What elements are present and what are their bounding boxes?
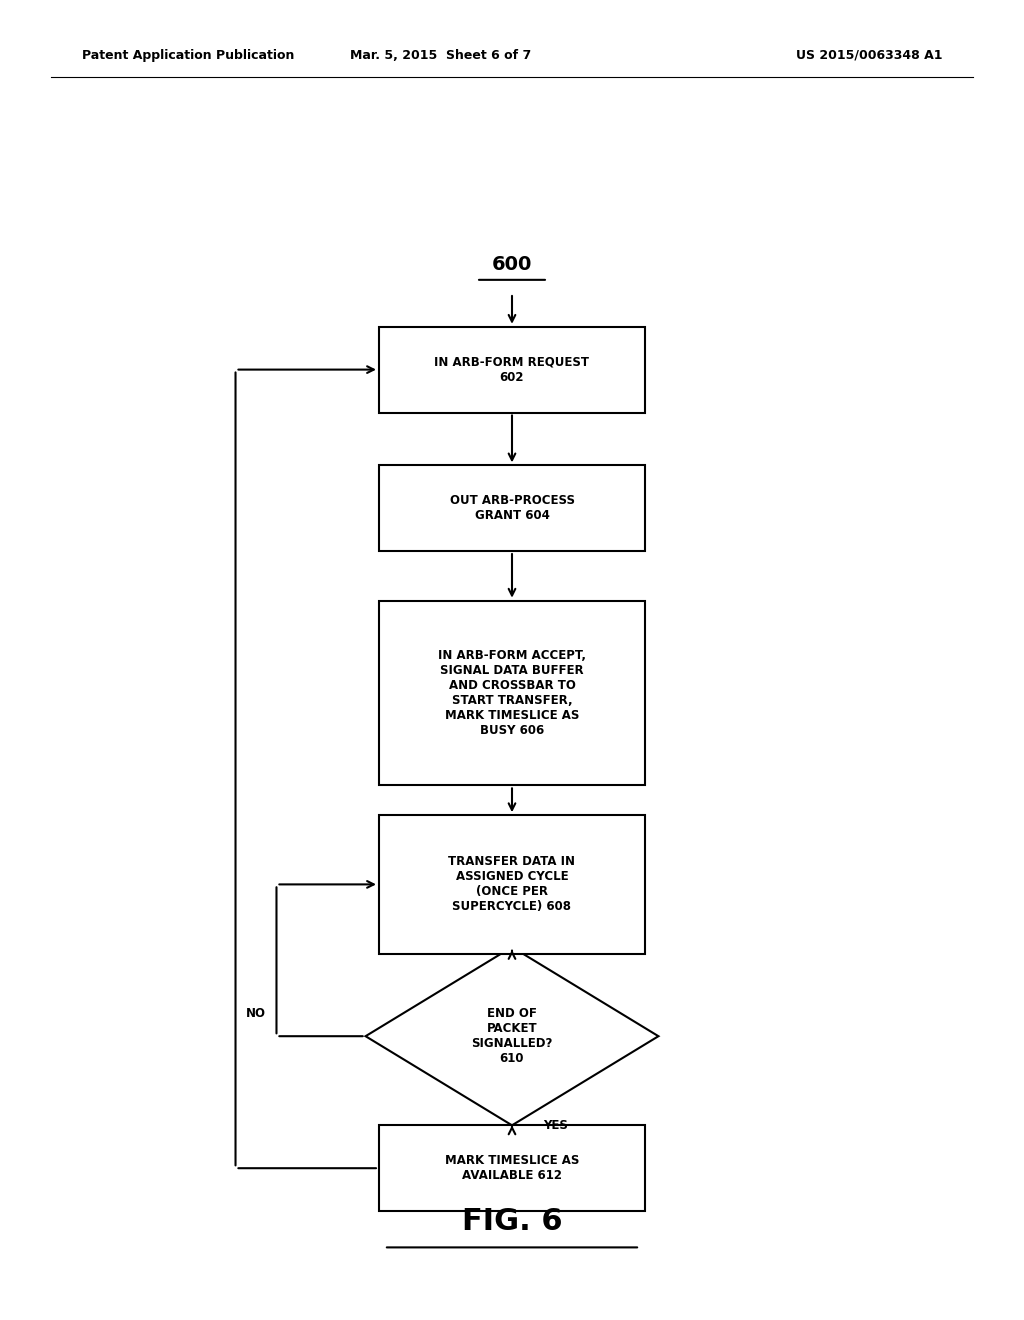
Text: TRANSFER DATA IN
ASSIGNED CYCLE
(ONCE PER
SUPERCYCLE) 608: TRANSFER DATA IN ASSIGNED CYCLE (ONCE PE… (449, 855, 575, 913)
Text: 600: 600 (492, 255, 532, 273)
Text: END OF
PACKET
SIGNALLED?
610: END OF PACKET SIGNALLED? 610 (471, 1007, 553, 1065)
Text: YES: YES (543, 1119, 567, 1131)
Text: FIG. 6: FIG. 6 (462, 1206, 562, 1236)
Polygon shape (366, 948, 658, 1125)
FancyBboxPatch shape (379, 814, 645, 953)
Text: Patent Application Publication: Patent Application Publication (82, 49, 294, 62)
Text: NO: NO (246, 1007, 266, 1020)
FancyBboxPatch shape (379, 466, 645, 552)
Text: IN ARB-FORM ACCEPT,
SIGNAL DATA BUFFER
AND CROSSBAR TO
START TRANSFER,
MARK TIME: IN ARB-FORM ACCEPT, SIGNAL DATA BUFFER A… (438, 649, 586, 737)
Text: Mar. 5, 2015  Sheet 6 of 7: Mar. 5, 2015 Sheet 6 of 7 (349, 49, 531, 62)
Text: IN ARB-FORM REQUEST
602: IN ARB-FORM REQUEST 602 (434, 355, 590, 384)
Text: OUT ARB-PROCESS
GRANT 604: OUT ARB-PROCESS GRANT 604 (450, 494, 574, 523)
Text: MARK TIMESLICE AS
AVAILABLE 612: MARK TIMESLICE AS AVAILABLE 612 (444, 1154, 580, 1183)
FancyBboxPatch shape (379, 1125, 645, 1212)
FancyBboxPatch shape (379, 601, 645, 785)
FancyBboxPatch shape (379, 327, 645, 412)
Text: US 2015/0063348 A1: US 2015/0063348 A1 (796, 49, 942, 62)
